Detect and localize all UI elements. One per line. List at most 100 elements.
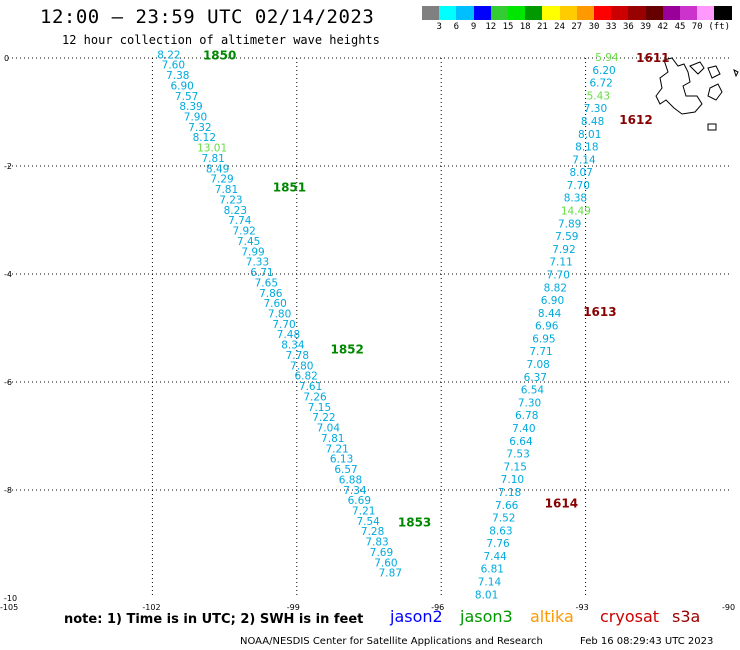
swh-value: 7.29 — [210, 174, 233, 186]
swh-value: 7.65 — [255, 277, 278, 289]
swh-value: 6.54 — [521, 385, 545, 397]
legend-swatch — [611, 6, 629, 20]
swh-value: 7.70 — [547, 269, 570, 281]
legend-swatch — [576, 6, 594, 20]
legend-label: 12 — [485, 22, 497, 32]
legend-swatch — [714, 6, 732, 20]
sat-jason3: jason3 — [460, 607, 513, 626]
time-labels: 1850 1851 1852 1853 1611 1612 1613 1614 — [203, 48, 670, 529]
swh-value: 7.53 — [506, 449, 529, 461]
legend-swatch — [542, 6, 560, 20]
x-tick-label: -105 — [0, 603, 18, 612]
swh-value: 8.01 — [475, 589, 498, 601]
swh-value: 7.61 — [299, 381, 322, 393]
swh-value: 8.49 — [206, 163, 229, 175]
swh-value: 7.87 — [379, 568, 402, 580]
legend-label: 27 — [571, 22, 583, 32]
swh-value: 7.74 — [228, 215, 252, 227]
swh-value: 6.90 — [541, 295, 564, 307]
swh-value: 8.34 — [281, 340, 305, 352]
x-tick-label: -99 — [287, 603, 300, 612]
swh-values: 8.227.607.386.907.578.397.907.328.1213.0… — [157, 49, 619, 601]
swh-value: 7.60 — [162, 60, 185, 72]
swh-value: 7.14 — [478, 577, 502, 589]
swh-value: 7.86 — [259, 288, 283, 300]
swh-value: 7.70 — [567, 180, 590, 192]
legend-label: 33 — [605, 22, 617, 32]
swh-value: 6.57 — [334, 464, 357, 476]
swh-value: 7.10 — [501, 474, 524, 486]
swh-value: 7.18 — [498, 487, 521, 499]
swh-value: 7.48 — [277, 329, 300, 341]
swh-value: 7.90 — [184, 112, 207, 124]
legend-label: 3 — [436, 22, 442, 32]
swh-value: 8.22 — [157, 49, 180, 61]
swh-value: 6.90 — [170, 80, 193, 92]
swh-value: 7.59 — [555, 231, 578, 243]
swh-value: 7.40 — [512, 423, 535, 435]
legend-swatch — [456, 6, 474, 20]
legend-swatch — [525, 6, 543, 20]
swh-value: 7.04 — [317, 423, 341, 435]
sat-altika: altika — [530, 607, 574, 626]
legend-label: (ft) — [708, 22, 731, 32]
swh-value: 6.69 — [348, 495, 371, 507]
y-tick-label: -2 — [4, 162, 12, 171]
swh-value: 7.81 — [215, 184, 238, 196]
swh-value: 7.78 — [286, 350, 309, 362]
legend-swatch — [697, 6, 715, 20]
swh-value: 6.72 — [589, 78, 612, 90]
swh-value: 6.82 — [294, 371, 317, 383]
swh-value: 13.01 — [197, 143, 227, 155]
swh-value: 7.71 — [529, 346, 552, 358]
swh-value: 7.15 — [504, 461, 527, 473]
swh-value: 8.01 — [578, 129, 601, 141]
legend-label: 15 — [502, 22, 514, 32]
swh-value: 7.23 — [219, 194, 242, 206]
swh-value: 8.18 — [575, 142, 598, 154]
legend-swatch — [508, 6, 526, 20]
swh-value: 7.54 — [356, 516, 380, 528]
x-tick-label: -96 — [431, 603, 444, 612]
swh-value: 6.96 — [535, 321, 559, 333]
legend-label: 18 — [519, 22, 531, 32]
time-label: 1851 — [273, 181, 306, 195]
swh-value: 7.14 — [572, 154, 596, 166]
legend-label: 42 — [657, 22, 669, 32]
x-tick-label: -93 — [576, 603, 589, 612]
swh-value: 7.38 — [166, 70, 189, 82]
swh-value: 8.48 — [581, 116, 604, 128]
swh-value: 7.92 — [232, 226, 255, 238]
sat-s3a: s3a — [672, 607, 701, 626]
legend-label: 21 — [536, 22, 548, 32]
axis-ticks: -105 -102 -99 -96 -93 -90 0 -2 -4 -6 -8 -10 — [0, 54, 735, 612]
swh-value: 7.22 — [312, 412, 335, 424]
y-tick-label: -6 — [4, 378, 12, 387]
swh-value: 7.34 — [343, 485, 367, 497]
swh-value: 7.80 — [268, 309, 291, 321]
legend-label: 45 — [674, 22, 686, 32]
swh-value: 7.81 — [201, 153, 224, 165]
swh-value: 7.69 — [370, 547, 393, 559]
y-tick-label: -10 — [4, 594, 17, 603]
swh-value: 7.83 — [365, 537, 388, 549]
swh-value: 7.21 — [325, 443, 348, 455]
time-label: 1612 — [619, 113, 652, 127]
footer-timestamp: Feb 16 08:29:43 UTC 2023 — [580, 636, 714, 647]
swh-value: 6.37 — [524, 372, 547, 384]
swh-value: 6.64 — [509, 436, 533, 448]
chart-subtitle: 12 hour collection of altimeter wave hei… — [62, 33, 380, 47]
swh-value: 8.38 — [564, 193, 587, 205]
swh-value: 7.66 — [495, 500, 519, 512]
swh-value: 8.39 — [179, 101, 202, 113]
legend-label: 70 — [691, 22, 703, 32]
swh-value: 7.15 — [308, 402, 331, 414]
time-label: 1614 — [545, 497, 578, 511]
swh-value: 5.43 — [587, 90, 610, 102]
swh-value: 7.08 — [526, 359, 549, 371]
swh-value: 7.45 — [237, 236, 260, 248]
swh-value: 6.20 — [592, 65, 615, 77]
swh-value: 8.44 — [538, 308, 562, 320]
swh-value: 14.49 — [561, 206, 591, 218]
legend-swatch — [680, 6, 698, 20]
